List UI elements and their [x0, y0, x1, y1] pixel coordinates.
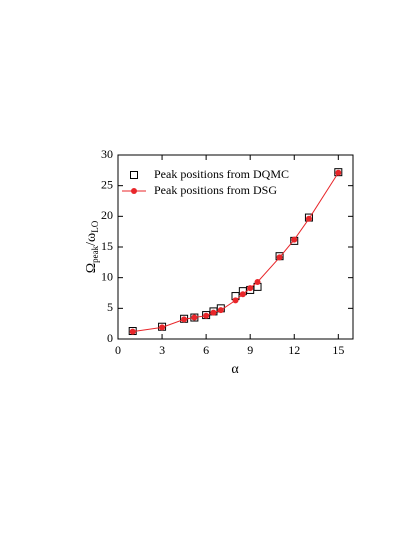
- x-tick-label: 0: [115, 343, 121, 357]
- circle-marker: [159, 324, 166, 331]
- circle-marker: [239, 291, 246, 298]
- x-axis-label: α: [231, 362, 239, 377]
- y-tick-label: 5: [107, 300, 113, 314]
- x-tick-label: 12: [288, 343, 300, 357]
- circle-marker: [129, 328, 136, 335]
- y-tick-label: 30: [101, 147, 113, 161]
- circle-marker: [232, 297, 239, 304]
- y-label-part: Ω: [84, 263, 99, 273]
- circle-marker: [191, 314, 198, 321]
- y-tick-label: 20: [101, 208, 113, 222]
- legend-marker: [131, 188, 137, 194]
- circle-marker: [276, 254, 283, 261]
- y-tick-label: 0: [107, 331, 113, 345]
- legend-marker: [130, 171, 138, 179]
- circle-marker: [335, 169, 342, 176]
- y-label-part: peak: [90, 245, 100, 262]
- y-label-part: /ω: [84, 233, 99, 246]
- legend-label: Peak positions from DQMC: [154, 167, 289, 181]
- y-tick-label: 15: [101, 239, 113, 253]
- circle-marker: [181, 316, 188, 323]
- circle-marker: [203, 312, 210, 319]
- circle-marker: [217, 307, 224, 314]
- y-label-part: LO: [90, 220, 100, 232]
- x-tick-label: 9: [247, 343, 253, 357]
- circle-marker: [254, 278, 261, 285]
- x-tick-label: 3: [159, 343, 165, 357]
- y-tick-label: 10: [101, 269, 113, 283]
- y-tick-label: 25: [101, 177, 113, 191]
- x-tick-label: 15: [332, 343, 344, 357]
- legend-label: Peak positions from DSG: [154, 183, 277, 197]
- circle-marker: [291, 236, 298, 243]
- circle-marker: [247, 285, 254, 292]
- y-axis-label: Ωpeak/ωLO: [84, 220, 100, 273]
- square-marker: [190, 313, 199, 322]
- x-tick-label: 6: [203, 343, 209, 357]
- circle-marker: [210, 309, 217, 316]
- circle-marker: [305, 215, 312, 222]
